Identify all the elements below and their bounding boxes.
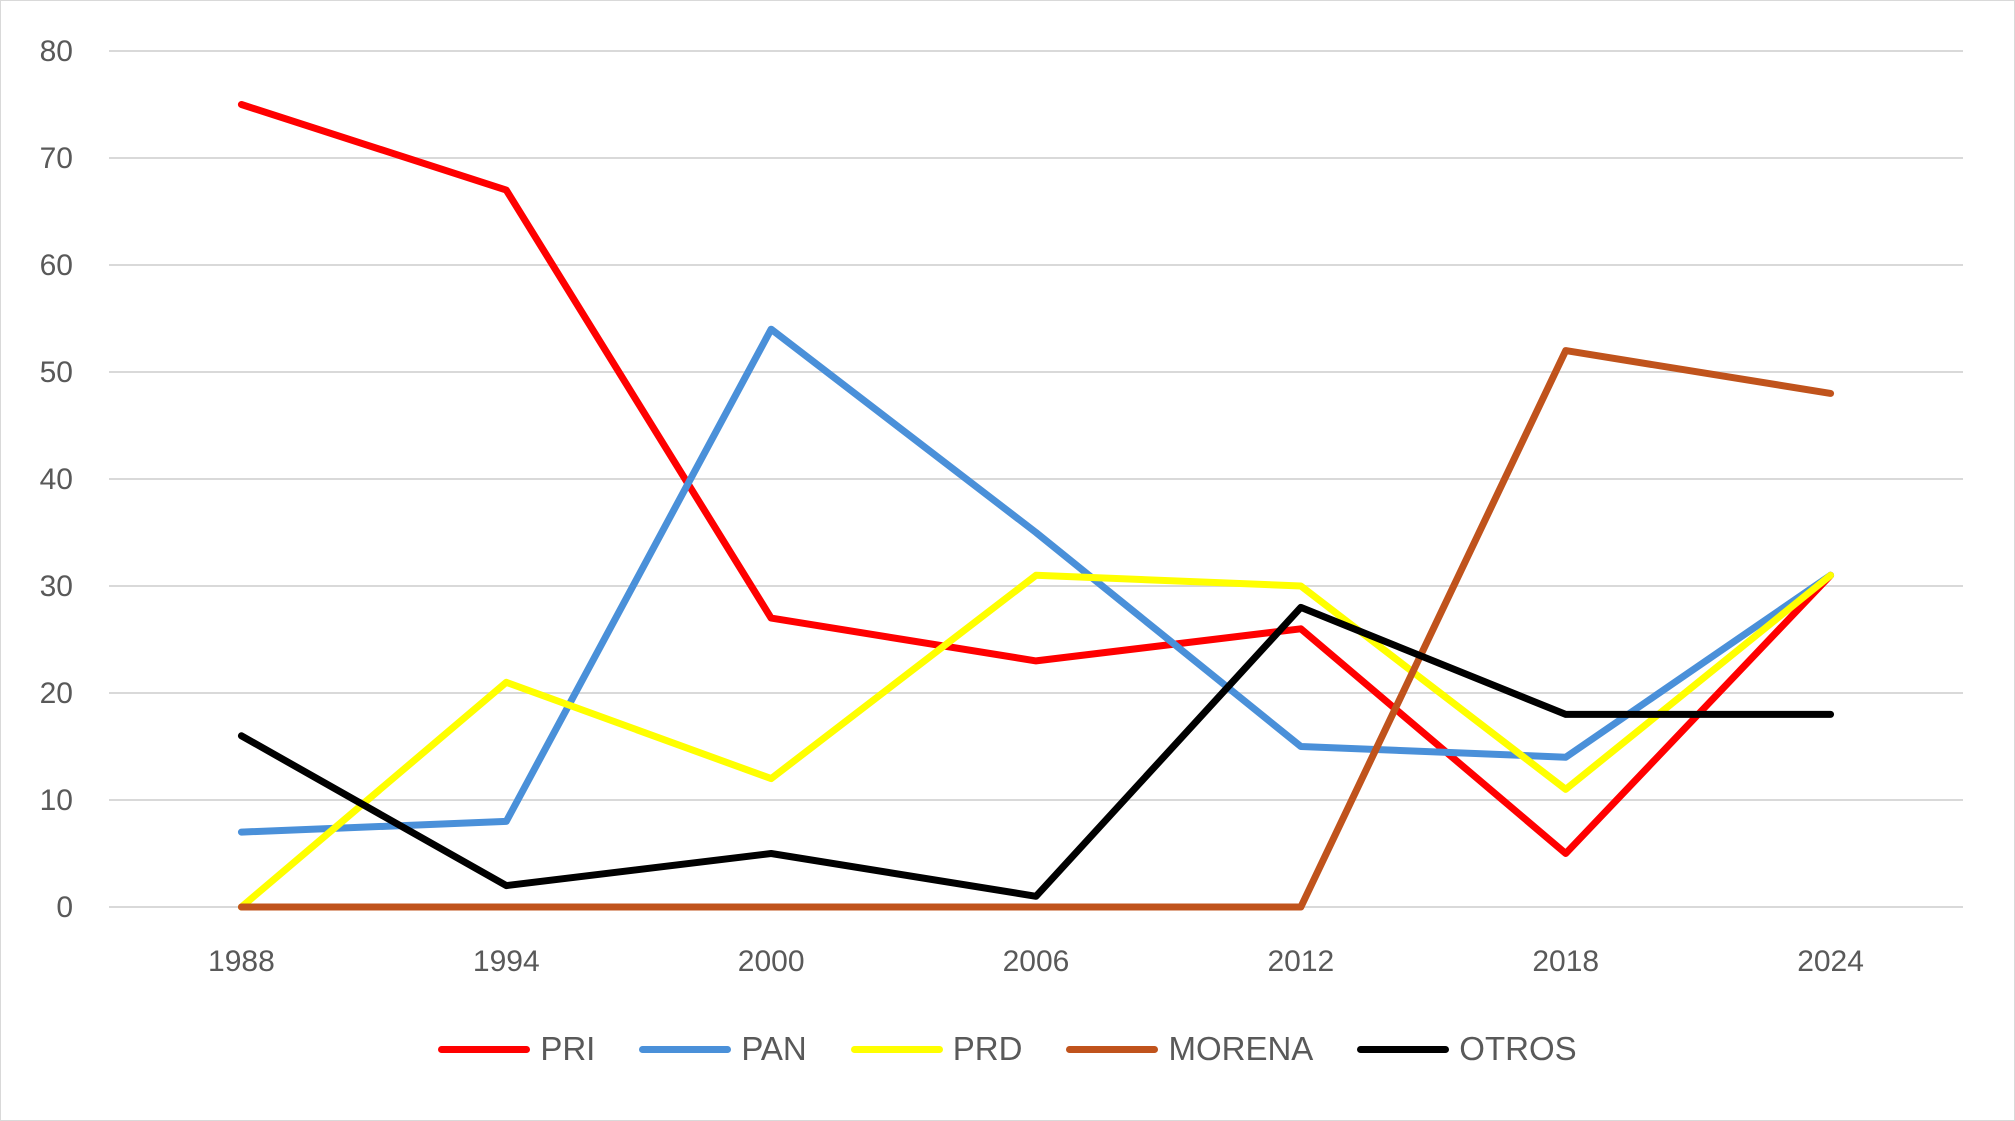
legend-swatch	[1066, 1045, 1159, 1053]
legend-swatch	[438, 1045, 531, 1053]
legend-item-pri: PRI	[438, 1030, 595, 1068]
x-tick-label: 2012	[1267, 945, 1334, 978]
series-line-otros	[237, 603, 1835, 900]
legend-label: OTROS	[1459, 1030, 1577, 1067]
legend-label: PRI	[540, 1030, 596, 1067]
legend-item-pan: PAN	[639, 1030, 807, 1068]
y-tick-label: 30	[40, 570, 73, 603]
legend-item-prd: PRD	[850, 1030, 1023, 1068]
legend-swatch	[1357, 1045, 1450, 1053]
legend-swatch	[850, 1045, 943, 1053]
x-tick-label: 2024	[1797, 945, 1864, 978]
y-tick-label: 80	[40, 35, 73, 68]
legend: PRI PAN PRD MORENA OTROS	[0, 1030, 2015, 1068]
y-tick-label: 20	[40, 677, 73, 710]
series-line-pan	[237, 325, 1835, 836]
y-tick-label: 50	[40, 356, 73, 389]
x-tick-label: 1994	[473, 945, 540, 978]
legend-label: PRD	[952, 1030, 1023, 1067]
y-tick-label: 0	[56, 891, 73, 924]
x-tick-label: 2000	[738, 945, 805, 978]
y-tick-label: 40	[40, 463, 73, 496]
legend-item-otros: OTROS	[1357, 1030, 1577, 1068]
y-tick-label: 10	[40, 784, 73, 817]
x-tick-label: 2006	[1003, 945, 1070, 978]
y-tick-label: 70	[40, 142, 73, 175]
x-tick-label: 1988	[208, 945, 275, 978]
legend-label: PAN	[741, 1030, 807, 1067]
x-tick-label: 2018	[1532, 945, 1599, 978]
legend-item-morena: MORENA	[1066, 1030, 1313, 1068]
y-tick-label: 60	[40, 249, 73, 282]
legend-swatch	[639, 1045, 732, 1053]
legend-label: MORENA	[1168, 1030, 1314, 1067]
